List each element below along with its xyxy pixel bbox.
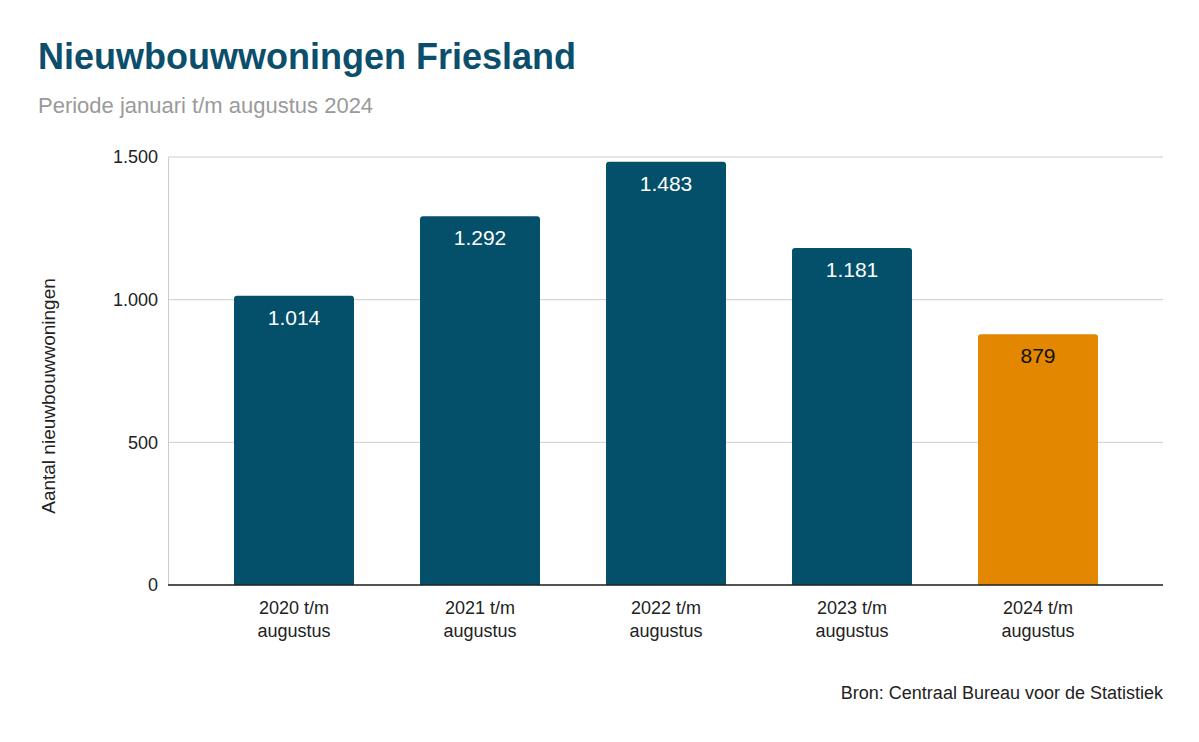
data-label: 1.292 (454, 226, 507, 249)
y-tick: 1.000 (113, 290, 168, 310)
x-tick: 2020 t/maugustus (257, 585, 330, 641)
y-tick-label: 1.500 (113, 147, 158, 167)
bar (234, 296, 354, 585)
subtitle: Periode januari t/m augustus 2024 (38, 93, 373, 118)
bar (606, 162, 726, 585)
x-tick-label: 2021 t/maugustus (443, 598, 516, 641)
y-tick-label: 0 (148, 575, 158, 595)
grid-line (168, 585, 1163, 586)
source: Bron: Centraal Bureau voor de Statistiek (841, 683, 1164, 703)
y-tick-label: 500 (128, 433, 158, 453)
grid (168, 157, 1163, 585)
x-tick: 2024 t/maugustus (1001, 585, 1074, 641)
y-axis-line (168, 158, 169, 586)
y-tick: 1.500 (113, 147, 168, 167)
chart: Nieuwbouwwoningen Friesland Periode janua… (0, 0, 1199, 742)
x-axis: 2020 t/maugustus 2021 t/maugustus 2022 t/m… (168, 585, 1163, 641)
bar (792, 248, 912, 585)
x-tick-label: 2024 t/maugustus (1001, 598, 1074, 641)
y-tick-label: 1.000 (113, 290, 158, 310)
y-axis: 0 500 1.000 1.500 (113, 147, 169, 595)
title: Nieuwbouwwoningen Friesland (38, 36, 576, 77)
bars (234, 162, 1098, 585)
bar (420, 216, 540, 585)
data-labels: 1.014 1.292 1.483 1.181 879 (268, 172, 1056, 367)
data-label: 1.014 (268, 306, 321, 329)
y-tick: 0 (148, 575, 168, 595)
x-tick: 2023 t/maugustus (815, 585, 888, 641)
y-axis-title: Aantal nieuwbouwwoningen (38, 278, 59, 514)
data-label: 1.181 (826, 258, 879, 281)
x-tick: 2021 t/maugustus (443, 585, 516, 641)
x-tick-label: 2022 t/maugustus (629, 598, 702, 641)
data-label: 1.483 (640, 172, 693, 195)
grid-line (168, 157, 1163, 158)
bar (978, 334, 1098, 585)
y-tick: 500 (128, 433, 168, 453)
x-tick-label: 2020 t/maugustus (257, 598, 330, 641)
x-tick: 2022 t/maugustus (629, 585, 702, 641)
data-label: 879 (1020, 344, 1055, 367)
x-tick-label: 2023 t/maugustus (815, 598, 888, 641)
x-axis-line (168, 584, 1163, 586)
